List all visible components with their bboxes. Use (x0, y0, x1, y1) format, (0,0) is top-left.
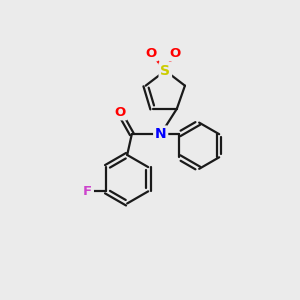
Text: F: F (83, 185, 92, 198)
Text: O: O (169, 47, 180, 60)
Text: S: S (160, 64, 170, 78)
Text: N: N (155, 127, 167, 141)
Text: O: O (115, 106, 126, 119)
Text: O: O (146, 47, 157, 60)
